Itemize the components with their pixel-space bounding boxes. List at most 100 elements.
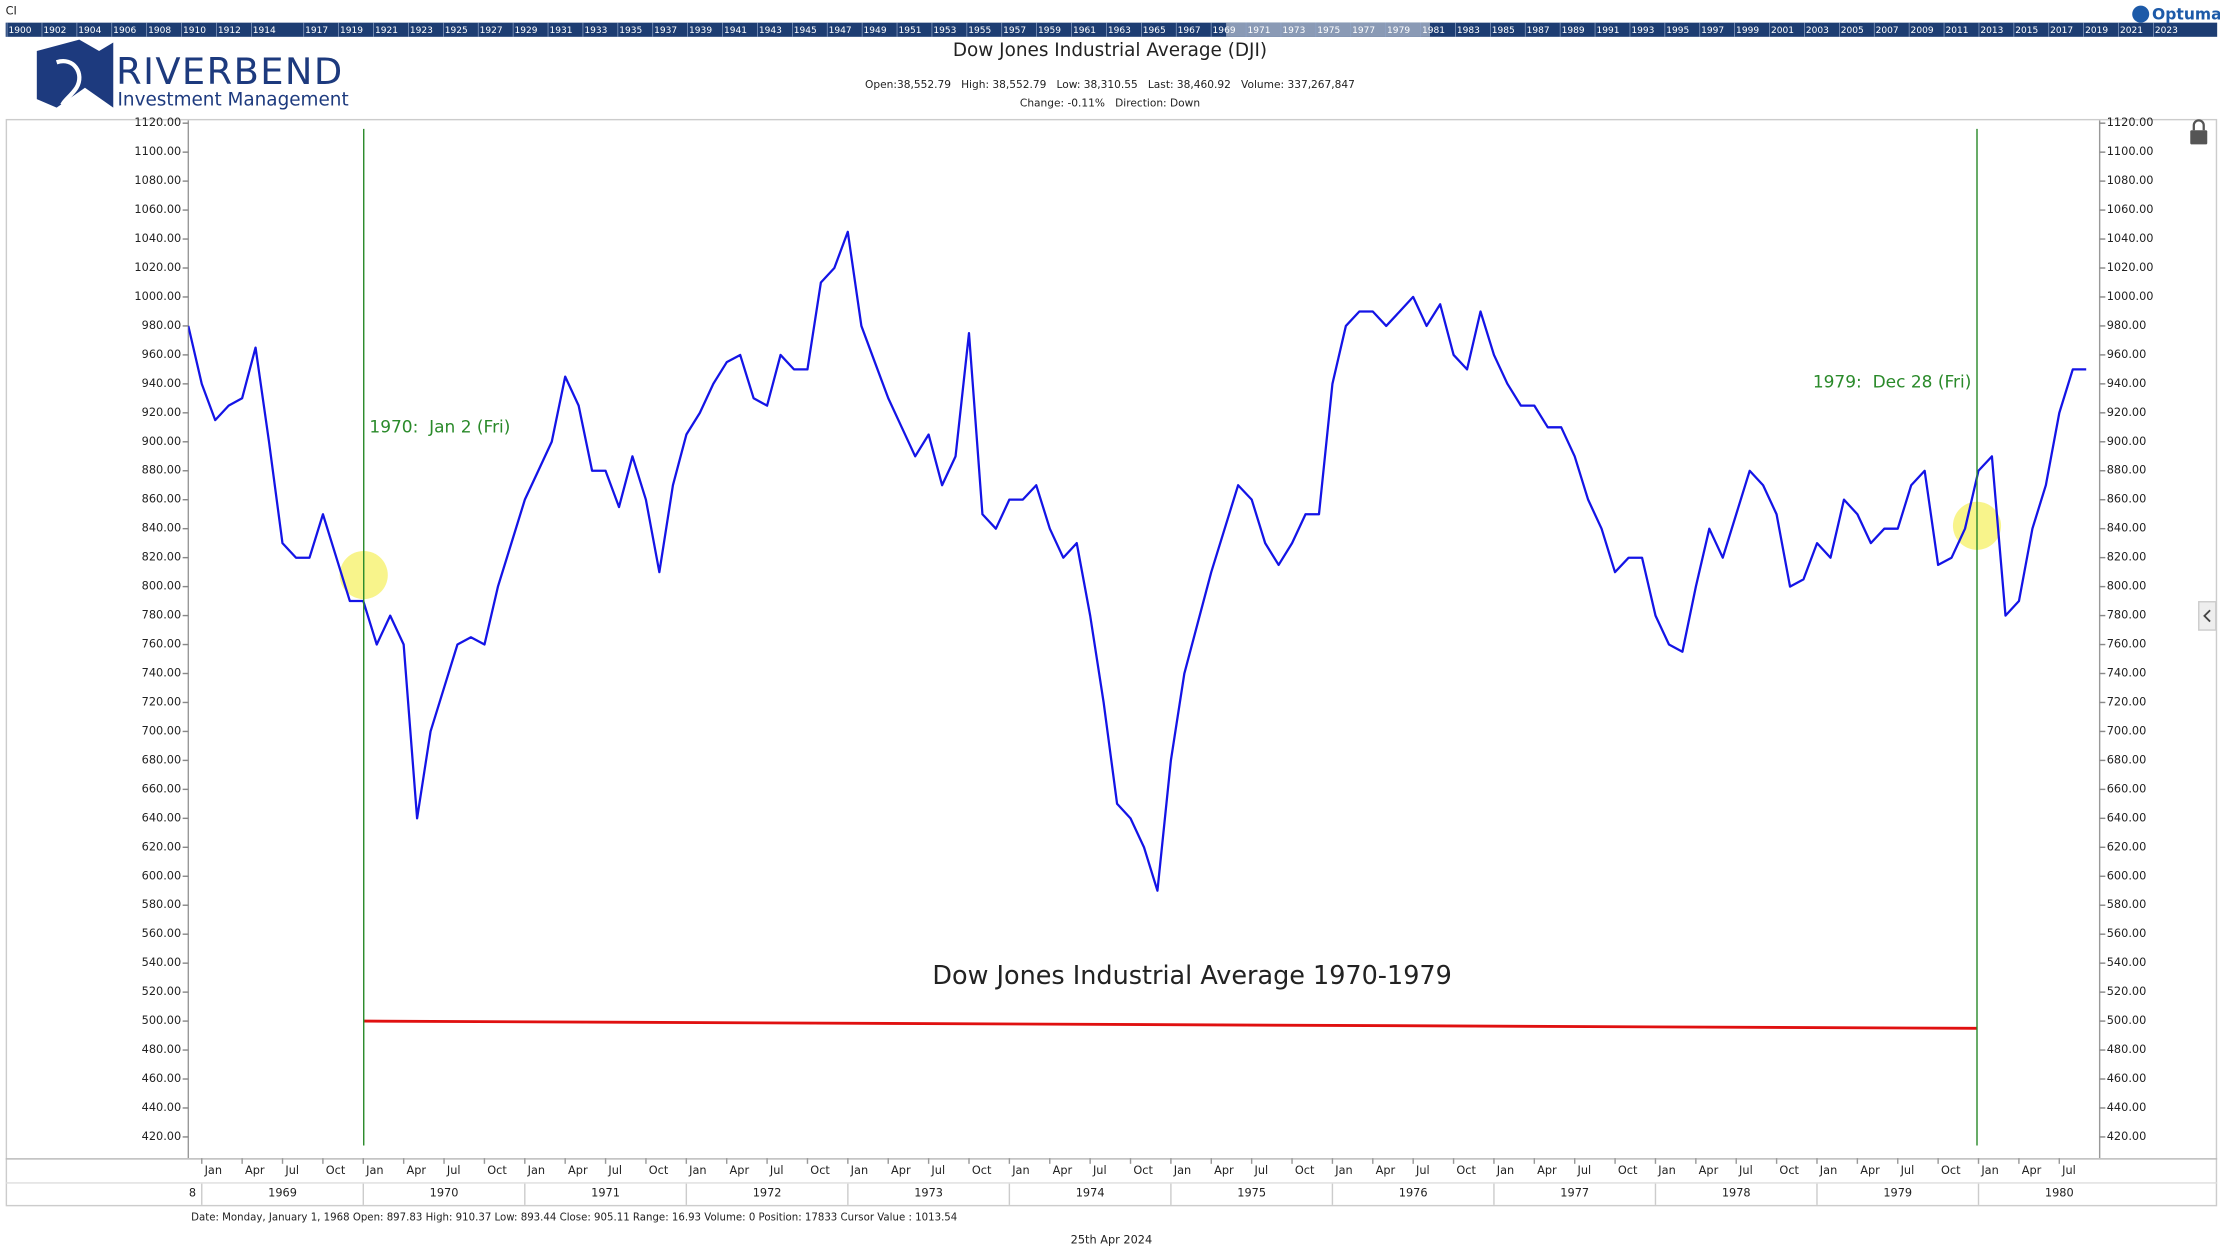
y-tick-label: 480.00 <box>142 1042 182 1056</box>
timeline-year: 1991 <box>1596 26 1619 36</box>
timeline-year: 2009 <box>1911 26 1934 36</box>
timeline-year: 1975 <box>1317 26 1340 36</box>
y-tick-label: 1080.00 <box>134 173 181 187</box>
y2-tick-label: 660.00 <box>2107 781 2147 795</box>
x-tick-label: Oct <box>1941 1163 1961 1177</box>
x-tick-label: Apr <box>730 1163 750 1177</box>
y2-tick-label: 760.00 <box>2107 637 2147 651</box>
side-panel-toggle[interactable] <box>2198 601 2217 631</box>
y2-tick-label: 780.00 <box>2107 608 2147 622</box>
timeline-year: 1933 <box>584 26 607 36</box>
timeline-year: 1923 <box>410 26 433 36</box>
y-tick-label: 900.00 <box>142 434 182 448</box>
timeline-year: 2019 <box>2085 26 2108 36</box>
brand-icon-river <box>55 59 82 106</box>
year-label: 1976 <box>1399 1186 1428 1200</box>
timeline-year: 1949 <box>864 26 887 36</box>
x-tick-label: Oct <box>326 1163 346 1177</box>
y-tick-label: 680.00 <box>142 752 182 766</box>
corner-label: CI <box>6 3 17 17</box>
lock-body[interactable] <box>2190 130 2208 145</box>
lock-shackle[interactable] <box>2192 119 2205 131</box>
year-label: 1979 <box>1883 1186 1912 1200</box>
y2-tick-label: 820.00 <box>2107 550 2147 564</box>
x-tick-label: Jan <box>1496 1163 1514 1177</box>
y-tick-label: 780.00 <box>142 608 182 622</box>
x-tick-label: Apr <box>1214 1163 1234 1177</box>
x-tick-label: Jul <box>1900 1163 1915 1177</box>
y2-tick-label: 600.00 <box>2107 868 2147 882</box>
y-tick-label: 620.00 <box>142 839 182 853</box>
timeline-year: 1985 <box>1492 26 1515 36</box>
x-tick-label: Jan <box>365 1163 383 1177</box>
timeline-year: 1967 <box>1178 26 1201 36</box>
y2-tick-label: 680.00 <box>2107 752 2147 766</box>
x-tick-label: Apr <box>245 1163 265 1177</box>
x-tick-label: Apr <box>2022 1163 2042 1177</box>
lock-icon[interactable] <box>2190 119 2208 145</box>
x-tick-label: Jan <box>688 1163 706 1177</box>
x-tick-label: Oct <box>1779 1163 1799 1177</box>
brand-name: RIVERBEND <box>116 50 344 93</box>
y2-tick-label: 440.00 <box>2107 1100 2147 1114</box>
x-tick-label: Jul <box>930 1163 945 1177</box>
timeline-year: 1997 <box>1701 26 1724 36</box>
timeline-year: 1969 <box>1213 26 1236 36</box>
chart-title: Dow Jones Industrial Average (DJI) <box>953 40 1267 61</box>
timeline-year: 1939 <box>689 26 712 36</box>
x-tick-label: Jan <box>850 1163 868 1177</box>
x-tick-label: Jul <box>607 1163 622 1177</box>
y2-tick-label: 740.00 <box>2107 666 2147 680</box>
y2-tick-label: 700.00 <box>2107 723 2147 737</box>
year-label: 1972 <box>753 1186 782 1200</box>
vendor-name: Optuma <box>2152 5 2220 23</box>
timeline-year: 1981 <box>1422 26 1445 36</box>
y2-tick-label: 800.00 <box>2107 579 2147 593</box>
y2-tick-label: 560.00 <box>2107 926 2147 940</box>
year-label: 1969 <box>268 1186 297 1200</box>
y-tick-label: 800.00 <box>142 579 182 593</box>
x-tick-label: Jul <box>1092 1163 1107 1177</box>
timeline-year: 1929 <box>515 26 538 36</box>
x-tick-label: Apr <box>891 1163 911 1177</box>
x-tick-label: Oct <box>1618 1163 1638 1177</box>
y2-tick-label: 980.00 <box>2107 318 2147 332</box>
toggle-arrow[interactable] <box>2203 609 2211 623</box>
y-tick-label: 520.00 <box>142 984 182 998</box>
x-tick-label: Jul <box>1738 1163 1753 1177</box>
y2-tick-label: 460.00 <box>2107 1071 2147 1085</box>
timeline-year: 1900 <box>8 26 31 36</box>
timeline-year: 1910 <box>183 26 206 36</box>
year-label: 1978 <box>1722 1186 1751 1200</box>
y2-tick-label: 500.00 <box>2107 1013 2147 1027</box>
timeline-year: 1931 <box>549 26 572 36</box>
x-tick-label: Apr <box>1860 1163 1880 1177</box>
timeline-year: 1947 <box>829 26 852 36</box>
timeline-year: 2013 <box>1980 26 2003 36</box>
toggle-box[interactable] <box>2198 601 2217 631</box>
year-label: 1970 <box>430 1186 459 1200</box>
timeline-year: 1965 <box>1143 26 1166 36</box>
y2-tick-label: 900.00 <box>2107 434 2147 448</box>
year-label: 8 <box>189 1186 196 1200</box>
brand-icon <box>36 39 114 108</box>
timeline-year: 1925 <box>445 26 468 36</box>
status-line: Date: Monday, January 1, 1968 Open: 897.… <box>191 1213 957 1224</box>
timeline-year: 2023 <box>2155 26 2178 36</box>
y2-tick-label: 1040.00 <box>2107 231 2154 245</box>
timeline-year: 2017 <box>2050 26 2073 36</box>
y-tick-label: 920.00 <box>142 405 182 419</box>
timeline-year: 1957 <box>1003 26 1026 36</box>
timeline-year: 1937 <box>654 26 677 36</box>
y-tick-label: 640.00 <box>142 810 182 824</box>
timeline-year: 1921 <box>375 26 398 36</box>
y-tick-label: 460.00 <box>142 1071 182 1085</box>
timeline-year: 1951 <box>898 26 921 36</box>
y2-tick-label: 720.00 <box>2107 694 2147 708</box>
marker-label: 1979: Dec 28 (Fri) <box>1813 372 1972 392</box>
y-tick-label: 1120.00 <box>134 115 181 129</box>
x-tick-label: Jan <box>1819 1163 1837 1177</box>
x-tick-label: Apr <box>406 1163 426 1177</box>
y2-tick-label: 940.00 <box>2107 376 2147 390</box>
